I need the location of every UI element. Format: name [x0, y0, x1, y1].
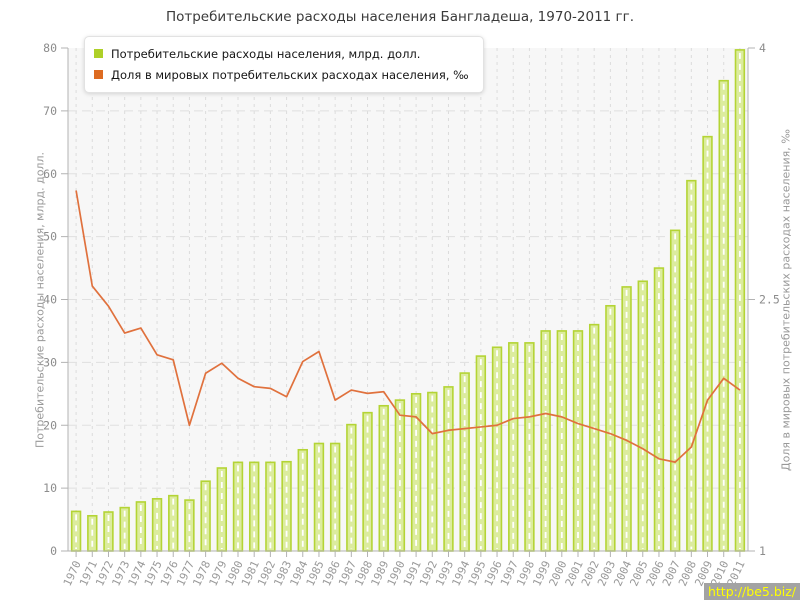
line-series-swatch-icon [94, 70, 103, 79]
watermark-link[interactable]: http://be5.biz/ [703, 583, 800, 600]
legend-label-share: Доля в мировых потребительских расходах … [111, 67, 469, 82]
bar-1980 [232, 461, 244, 552]
bar-1999 [540, 330, 551, 552]
bar-series-swatch-icon [94, 49, 103, 58]
bar-2006 [653, 267, 665, 552]
left-axis-tick-label: 20 [43, 418, 57, 432]
legend: Потребительские расходы населения, млрд.… [84, 36, 484, 93]
chart-title: Потребительские расходы населения Бангла… [165, 9, 635, 25]
left-axis-tick-label: 70 [43, 104, 57, 118]
left-axis-tick-label: 0 [50, 544, 57, 558]
share-line [75, 190, 741, 463]
bar-2000 [556, 330, 568, 552]
legend-label-consumption: Потребительские расходы населения, млрд.… [111, 46, 421, 61]
legend-item-share: Доля в мировых потребительских расходах … [94, 64, 469, 85]
left-axis-tick-label: 10 [43, 481, 57, 495]
left-axis-tick-label: 30 [43, 355, 57, 369]
legend-item-consumption: Потребительские расходы населения, млрд.… [94, 43, 469, 64]
right-axis-tick-label: 2.5 [759, 293, 780, 307]
bar-1983 [281, 460, 292, 552]
left-axis-tick-label: 60 [43, 167, 57, 181]
bar-1982 [265, 461, 276, 552]
left-axis-tick-label: 40 [43, 293, 57, 307]
bar-2001 [572, 330, 584, 552]
bar-1981 [248, 461, 260, 552]
bar-1992 [427, 391, 438, 552]
right-axis-tick-label: 1 [759, 544, 766, 558]
left-axis-tick-label: 50 [43, 230, 57, 244]
left-axis-tick-label: 80 [43, 41, 57, 55]
right-axis-tick-label: 4 [759, 41, 766, 55]
